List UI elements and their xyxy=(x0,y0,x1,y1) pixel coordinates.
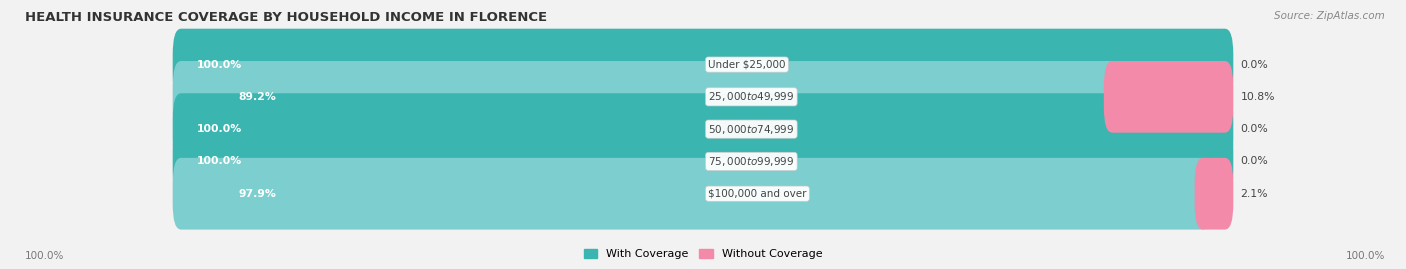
Text: 2.1%: 2.1% xyxy=(1240,189,1268,199)
Text: 0.0%: 0.0% xyxy=(1240,156,1268,167)
FancyBboxPatch shape xyxy=(173,126,1233,197)
FancyBboxPatch shape xyxy=(1195,158,1233,229)
Text: 0.0%: 0.0% xyxy=(1240,59,1268,70)
FancyBboxPatch shape xyxy=(173,93,1233,165)
FancyBboxPatch shape xyxy=(173,29,1233,100)
FancyBboxPatch shape xyxy=(173,93,1233,165)
Text: $50,000 to $74,999: $50,000 to $74,999 xyxy=(709,123,794,136)
Text: 89.2%: 89.2% xyxy=(239,92,277,102)
Text: Source: ZipAtlas.com: Source: ZipAtlas.com xyxy=(1274,11,1385,21)
Text: Under $25,000: Under $25,000 xyxy=(709,59,786,70)
FancyBboxPatch shape xyxy=(173,158,1233,229)
Text: 97.9%: 97.9% xyxy=(239,189,277,199)
Text: 100.0%: 100.0% xyxy=(25,251,65,261)
FancyBboxPatch shape xyxy=(1104,61,1233,133)
Text: 10.8%: 10.8% xyxy=(1240,92,1275,102)
Text: 100.0%: 100.0% xyxy=(197,124,242,134)
FancyBboxPatch shape xyxy=(173,126,1233,197)
FancyBboxPatch shape xyxy=(173,61,1121,133)
FancyBboxPatch shape xyxy=(173,61,1233,133)
Text: HEALTH INSURANCE COVERAGE BY HOUSEHOLD INCOME IN FLORENCE: HEALTH INSURANCE COVERAGE BY HOUSEHOLD I… xyxy=(25,11,547,24)
Text: $75,000 to $99,999: $75,000 to $99,999 xyxy=(709,155,794,168)
FancyBboxPatch shape xyxy=(173,158,1212,229)
Text: 100.0%: 100.0% xyxy=(1346,251,1385,261)
Text: 100.0%: 100.0% xyxy=(197,59,242,70)
Text: 100.0%: 100.0% xyxy=(197,156,242,167)
Legend: With Coverage, Without Coverage: With Coverage, Without Coverage xyxy=(579,244,827,263)
FancyBboxPatch shape xyxy=(173,29,1233,100)
Text: $100,000 and over: $100,000 and over xyxy=(709,189,807,199)
Text: $25,000 to $49,999: $25,000 to $49,999 xyxy=(709,90,794,103)
Text: 0.0%: 0.0% xyxy=(1240,124,1268,134)
